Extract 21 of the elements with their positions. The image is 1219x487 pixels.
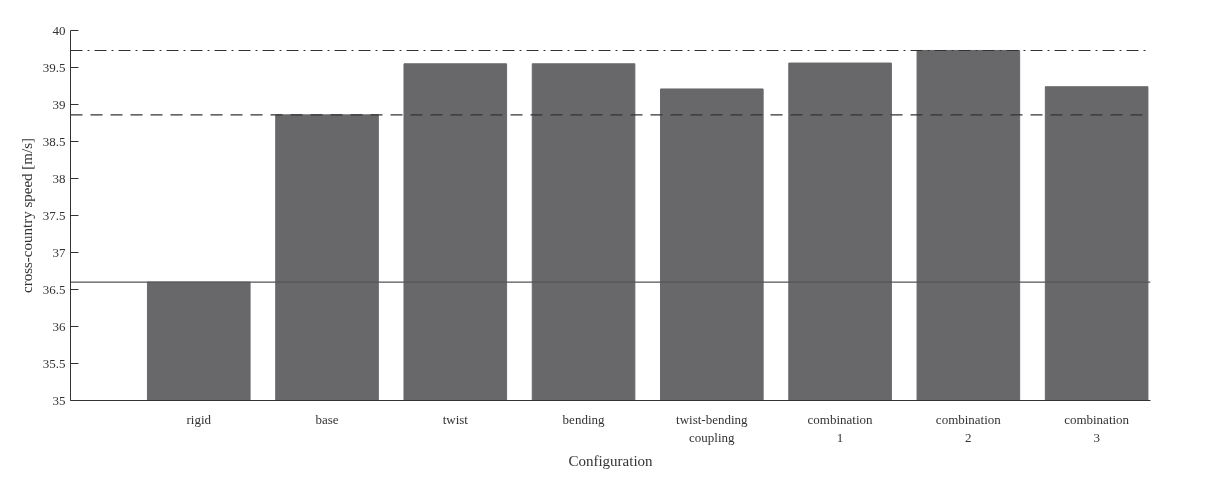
y-tick-label: 37.5 <box>42 207 66 223</box>
x-tick-label: rigid <box>186 411 212 427</box>
x-tick-label: twist-bending coupling <box>676 411 749 445</box>
y-tick-label: 37 <box>52 244 66 260</box>
x-tick-label: twist <box>442 411 469 427</box>
y-tick-label: 35 <box>52 392 66 408</box>
x-tick-label: base <box>315 411 339 427</box>
y-tick-label: 35.5 <box>42 355 66 371</box>
y-tick-label: 36.5 <box>42 281 66 297</box>
x-tick-label: combination 1 <box>807 411 874 445</box>
y-tick-label: 38.5 <box>42 133 66 149</box>
x-tick-label: combination 3 <box>1064 411 1130 445</box>
y-axis-title: cross-country speed [m/s] <box>18 138 35 293</box>
y-tick-label: 39.5 <box>42 59 66 75</box>
y-tick-label: 39 <box>52 96 66 112</box>
x-tick-label: bending <box>562 411 606 427</box>
y-tick-label: 36 <box>52 318 66 334</box>
y-tick-label: 38 <box>52 170 66 186</box>
x-axis-title: Configuration <box>568 452 654 469</box>
x-tick-label: combination 2 <box>935 411 1002 445</box>
y-tick-label: 40 <box>52 22 66 38</box>
